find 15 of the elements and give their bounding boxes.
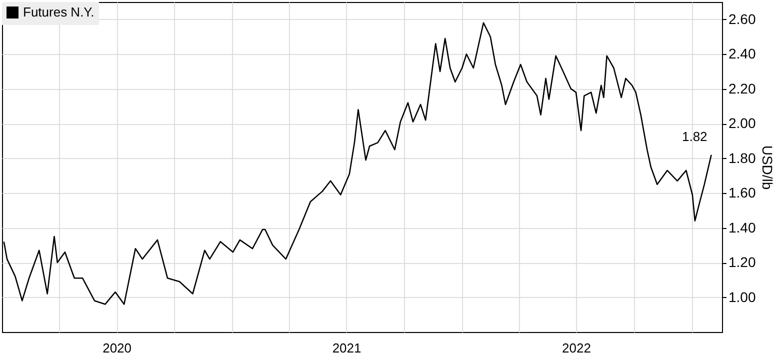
annotation: 1.82 — [682, 128, 708, 144]
y-tick-label: 2.40 — [728, 46, 756, 62]
legend-label: Futures N.Y. — [23, 4, 94, 20]
x-tick-label: 2022 — [562, 340, 591, 356]
y-tick-label: 1.80 — [728, 150, 756, 166]
x-tick-label: 2021 — [332, 340, 362, 356]
y-tick-label: 2.20 — [728, 80, 756, 96]
y-tick-label: 1.40 — [728, 219, 756, 236]
y-tick-label: 1.60 — [728, 184, 756, 201]
y-tick-label: 2.00 — [728, 115, 756, 132]
x-tick-label: 2020 — [102, 340, 132, 356]
y-axis-title: USD/lb — [760, 145, 776, 190]
y-tick-label: 1.20 — [728, 254, 756, 270]
y-tick-label: 2.60 — [728, 10, 756, 27]
y-tick-label: 1.00 — [728, 288, 756, 305]
